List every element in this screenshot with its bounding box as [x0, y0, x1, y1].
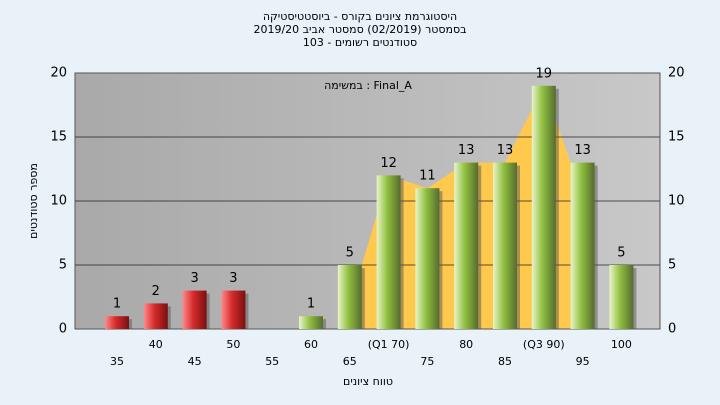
value-label: 3 [190, 271, 198, 286]
title-line: בסמסטר (02/2019) סמסטר אביב 2019/20 [253, 23, 466, 36]
bar [493, 162, 517, 329]
bar [299, 316, 323, 329]
bar [337, 265, 362, 329]
x-tick-label: (Q1 70) [368, 338, 410, 351]
x-tick-label: 80 [459, 338, 473, 351]
bar [531, 85, 556, 329]
value-label: 5 [346, 246, 354, 261]
value-label: 13 [458, 143, 475, 158]
annotation: במשימה : Final_A [324, 79, 412, 92]
bar [376, 175, 401, 329]
bar [570, 162, 595, 329]
x-axis-label: טווח ציונים [343, 375, 393, 388]
x-tick-label: 75 [420, 355, 434, 368]
bar [105, 316, 129, 329]
value-label: 1 [113, 297, 121, 312]
x-tick-label: 35 [110, 355, 124, 368]
title-line: סטודנטים רשומים - 103 [303, 36, 417, 49]
y-tick-label: 5 [59, 258, 67, 273]
value-label: 1 [307, 297, 315, 312]
bar [143, 303, 168, 329]
plot-border [74, 72, 661, 330]
x-tick-label: 65 [343, 355, 357, 368]
y2-tick-label: 0 [668, 322, 676, 337]
y2-tick-label: 15 [668, 130, 685, 145]
title-line: היסטוגרמת ציונים בקורס - ביוסטטיסטיקה [263, 10, 457, 23]
bar [609, 265, 634, 329]
y-tick-label: 20 [50, 66, 67, 81]
bar [221, 290, 246, 329]
y2-tick-label: 20 [668, 66, 685, 81]
value-label: 12 [380, 156, 397, 171]
y2-tick-label: 5 [668, 258, 676, 273]
y-tick-label: 0 [59, 322, 67, 337]
value-label: 13 [497, 143, 514, 158]
x-tick-label: 60 [304, 338, 318, 351]
x-tick-label: 40 [149, 338, 163, 351]
x-tick-label: (Q3 90) [523, 338, 565, 351]
x-tick-label: 95 [576, 355, 590, 368]
x-tick-label: 45 [188, 355, 202, 368]
value-label: 3 [229, 271, 237, 286]
x-tick-label: 100 [611, 338, 632, 351]
y-tick-label: 10 [50, 194, 67, 209]
value-label: 2 [152, 284, 160, 299]
y-axis-label: מספר סטודנטים [27, 163, 40, 239]
value-label: 19 [536, 66, 553, 81]
bar [415, 188, 440, 329]
value-label: 13 [574, 143, 591, 158]
x-tick-label: 85 [498, 355, 512, 368]
y2-tick-label: 10 [668, 194, 685, 209]
bar [454, 162, 479, 329]
x-tick-label: 55 [265, 355, 279, 368]
value-label: 11 [419, 169, 436, 184]
bar [182, 290, 207, 329]
y-tick-label: 15 [50, 130, 67, 145]
x-tick-label: 50 [226, 338, 240, 351]
value-label: 5 [617, 246, 625, 261]
